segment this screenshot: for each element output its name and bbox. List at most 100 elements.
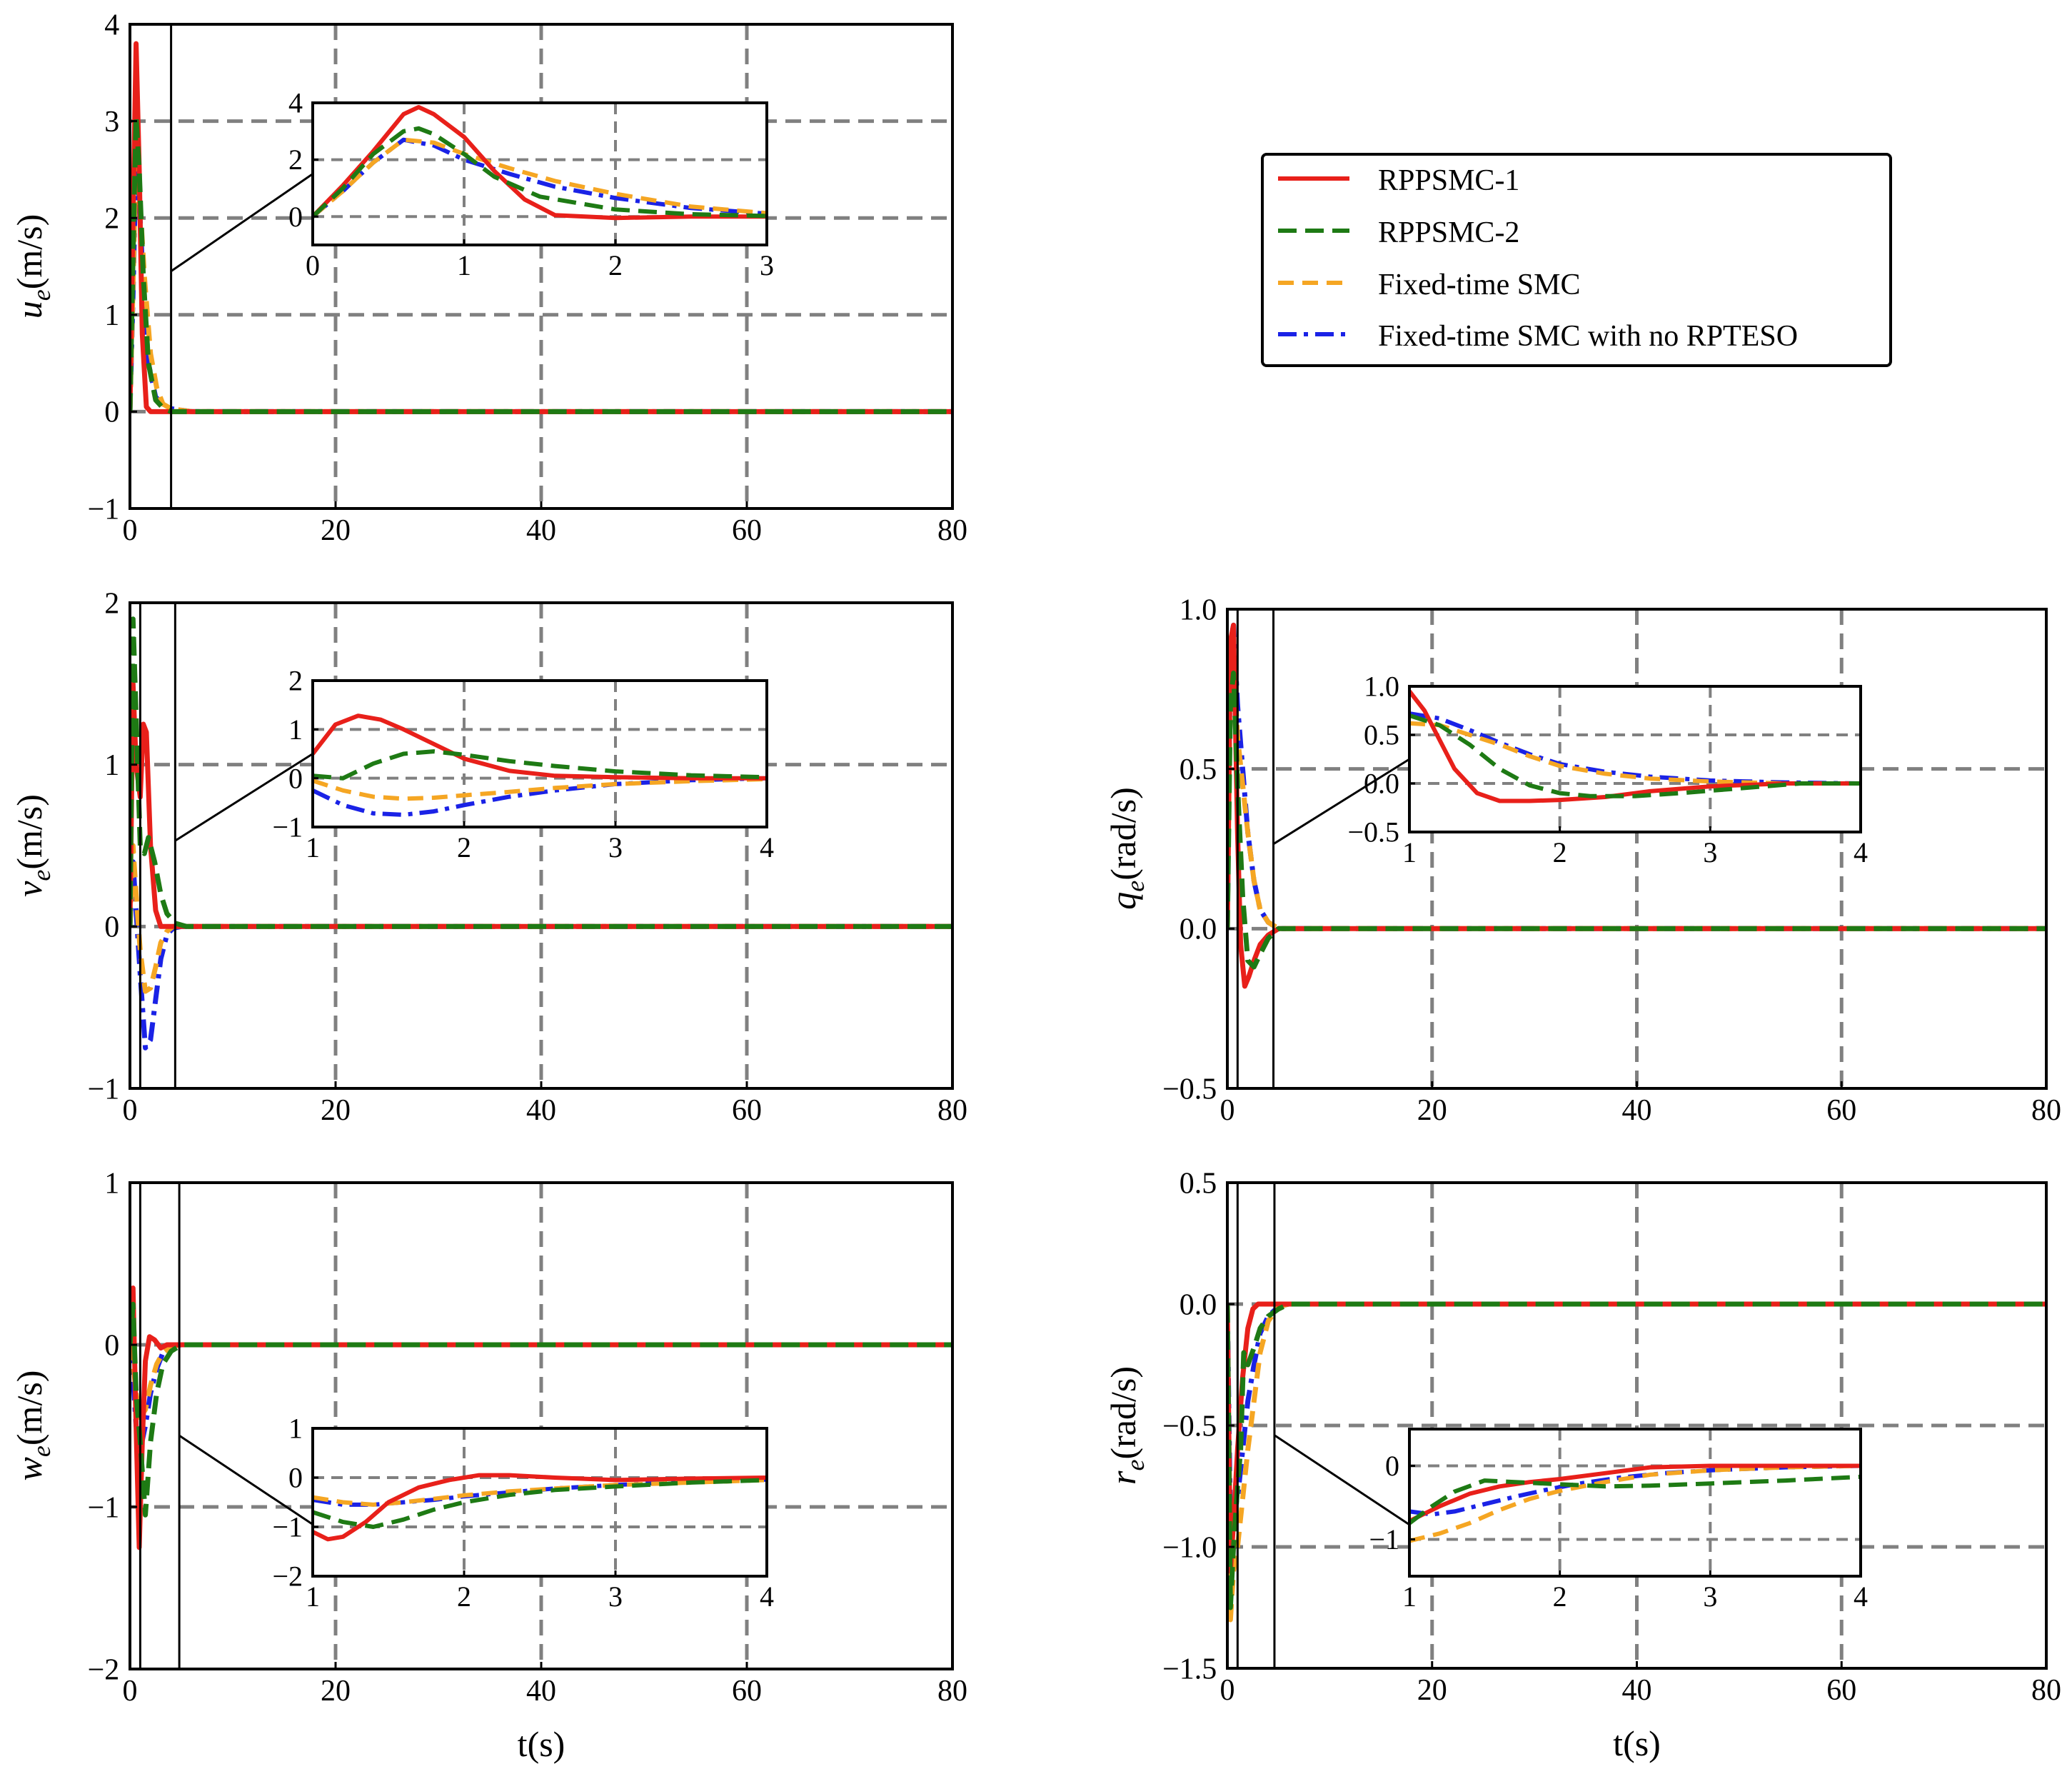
qe-inset-xtick-label-2: 3 xyxy=(1703,836,1717,868)
qe-series-rppsmc2 xyxy=(1227,671,2046,970)
ve-inset-series-rppsmc2 xyxy=(313,749,767,781)
ve-xtick-label-1: 20 xyxy=(321,1094,351,1127)
ve-inset-xtick-label-2: 3 xyxy=(608,831,623,863)
ve-inset-series-group xyxy=(313,713,767,817)
re-inset-ytick-label-1: 0 xyxy=(1385,1450,1399,1482)
ve-inset: 1 2 3 4 −1 0 1 2 xyxy=(272,665,774,863)
re-ylabel-sub: e xyxy=(1121,1460,1150,1471)
ue-xtick-label-0: 0 xyxy=(123,514,138,547)
ue-xtick-label-3: 60 xyxy=(732,514,762,547)
qe-ytick-label-3: 1.0 xyxy=(1180,593,1217,626)
ve-inset-series-fixed xyxy=(313,777,767,801)
legend-entry-fixed: Fixed-time SMC xyxy=(1278,269,1581,301)
ue-series-group xyxy=(130,41,952,414)
ue-zoom-connector xyxy=(170,173,313,273)
ue-xtick-label-1: 20 xyxy=(321,514,351,547)
we-ytick-label-3: 1 xyxy=(104,1167,119,1200)
we-xtick-label-3: 60 xyxy=(732,1675,762,1708)
re-inset-series-fixed xyxy=(1409,1463,1861,1543)
re-ylabel: re(rad/s) xyxy=(1103,1366,1150,1485)
qe-inset-xtick-label-3: 4 xyxy=(1854,836,1868,868)
ue-inset-frame xyxy=(311,101,768,246)
re-ylabel-main: r xyxy=(1103,1470,1143,1485)
re-inset-background xyxy=(1409,1429,1861,1576)
we-inset-ytick-label-3: 1 xyxy=(288,1413,303,1445)
re-inset-xtick-label-1: 2 xyxy=(1553,1580,1567,1613)
qe-inset-series-group xyxy=(1409,689,1861,803)
re-inset-frame xyxy=(1408,1428,1862,1578)
re-inset-xtick-label-0: 1 xyxy=(1402,1580,1417,1613)
ve-inset-frame xyxy=(311,679,768,828)
re-ytick-label-0: −1.5 xyxy=(1162,1653,1217,1685)
qe-xtick-label-2: 40 xyxy=(1622,1094,1652,1127)
ue-ytick-label-2: 1 xyxy=(104,299,119,332)
qe-inset-ytick-label-2: 0.5 xyxy=(1364,719,1399,751)
qe-inset-ytick-label-3: 1.0 xyxy=(1364,671,1399,703)
legend-entry-rppsmc1: RPPSMC-1 xyxy=(1278,164,1519,197)
re-xtick-label-1: 20 xyxy=(1417,1674,1447,1707)
qe-ytick-label-1: 0.0 xyxy=(1180,913,1217,946)
ue-inset: 0 1 2 3 0 2 4 xyxy=(288,87,774,281)
qe-ylabel: qe(rad/s) xyxy=(1103,787,1150,909)
ue-inset-ytick-label-2: 4 xyxy=(288,87,303,119)
legend-label-rppsmc2: RPPSMC-2 xyxy=(1378,216,1519,249)
qe-zoom-connector xyxy=(1272,758,1410,846)
we-inset-background xyxy=(313,1428,767,1576)
ue-ylabel-sub: e xyxy=(27,289,56,301)
ue-ylabel-main: u xyxy=(9,301,49,319)
qe-inset-ytick-label-0: −0.5 xyxy=(1347,816,1399,848)
re-inset-series-rppsmc2 xyxy=(1409,1474,1861,1525)
we-inset-xtick-label-0: 1 xyxy=(306,1580,320,1613)
we-inset-ytick-label-0: −2 xyxy=(272,1560,303,1593)
ve-ytick-label-3: 2 xyxy=(104,587,119,620)
ue-ytick-label-4: 3 xyxy=(104,106,119,139)
legend-frame xyxy=(1261,153,1892,367)
ve-inset-xtick-label-0: 1 xyxy=(306,831,320,863)
we-series-rppsmc2 xyxy=(130,1301,952,1518)
ve-xtick-label-4: 80 xyxy=(937,1094,967,1127)
qe-inset-series-rppsmc1 xyxy=(1409,689,1861,803)
qe-frame xyxy=(1226,608,2048,1090)
ue-inset-xtick-label-3: 3 xyxy=(760,249,774,281)
ue-inset-series-rppsmc2 xyxy=(313,126,767,219)
ue-ytick-label-1: 0 xyxy=(104,396,119,429)
re-ytick-label-2: −0.5 xyxy=(1162,1410,1217,1443)
ve-ylabel-sub: e xyxy=(27,870,56,881)
ve-inset-ytick-label-0: −1 xyxy=(272,811,303,843)
ve-xtick-label-3: 60 xyxy=(732,1094,762,1127)
qe-xtick-label-3: 60 xyxy=(1826,1094,1856,1127)
qe-inset-series-fixed xyxy=(1409,721,1861,786)
qe-inset-xtick-label-0: 1 xyxy=(1402,836,1417,868)
we-inset-series-rppsmc2 xyxy=(313,1478,767,1529)
ve-ylabel: ve(m/s) xyxy=(9,794,56,897)
ue-inset-series-rppsmc1 xyxy=(313,105,767,221)
ve-ytick-label-1: 0 xyxy=(104,911,119,944)
ue-series-rppsmc2 xyxy=(130,114,952,414)
ue-frame xyxy=(129,23,954,510)
ve-inset-ytick-label-2: 1 xyxy=(288,713,303,746)
ue-inset-ytick-label-0: 0 xyxy=(288,201,303,233)
we-inset-series-group xyxy=(313,1473,767,1542)
qe-ytick-label-0: −0.5 xyxy=(1162,1073,1217,1106)
qe-xtick-label-4: 80 xyxy=(2031,1094,2061,1127)
legend-entry-rppsmc2: RPPSMC-2 xyxy=(1278,216,1519,249)
re-xlabel: t(s) xyxy=(1613,1723,1661,1763)
ve-xtick-label-2: 40 xyxy=(526,1094,556,1127)
qe-ylabel-unit: (rad/s) xyxy=(1103,787,1143,881)
ue-xtick-label-4: 80 xyxy=(937,514,967,547)
ve-zoom-connector xyxy=(174,753,313,842)
ve-ytick-label-0: −1 xyxy=(88,1073,120,1106)
ue-series-fixed xyxy=(130,147,952,414)
ve-ylabel-unit: (m/s) xyxy=(9,794,49,870)
we-ylabel-sub: e xyxy=(27,1445,56,1457)
re-inset-xtick-label-3: 4 xyxy=(1854,1580,1868,1613)
we-inset-xtick-label-2: 3 xyxy=(608,1580,623,1613)
re-inset-series-norpteso xyxy=(1409,1463,1861,1517)
ve-inset-ytick-label-1: 0 xyxy=(288,762,303,794)
we-inset-series-rppsmc1 xyxy=(313,1473,767,1542)
re-ytick-label-3: 0.0 xyxy=(1180,1288,1217,1321)
qe-xtick-label-1: 20 xyxy=(1417,1094,1447,1127)
